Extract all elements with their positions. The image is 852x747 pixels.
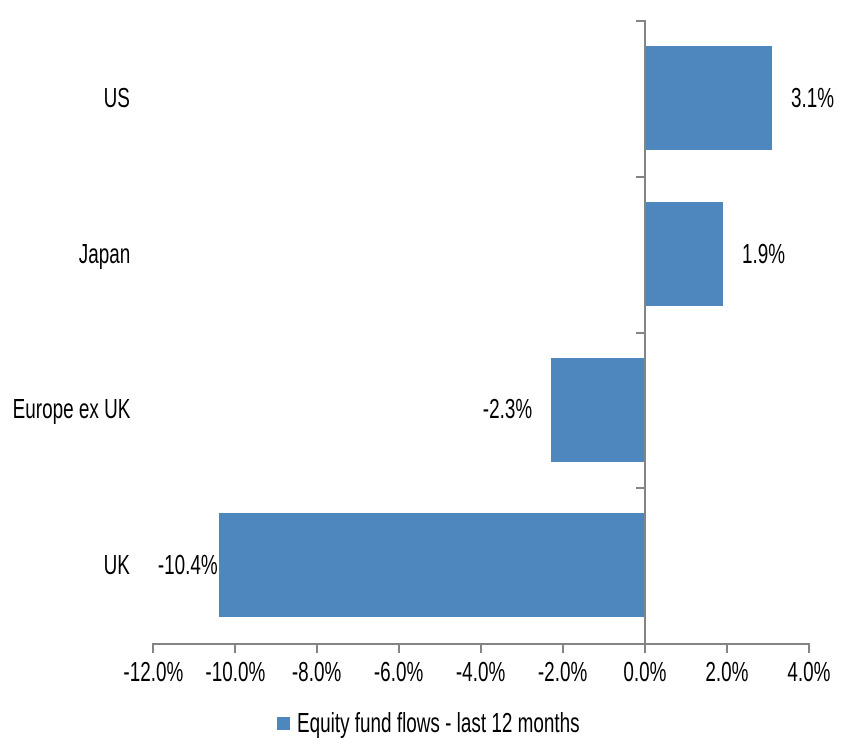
x-tick-label-text: 4.0% bbox=[787, 656, 831, 687]
category-axis-tick bbox=[636, 20, 644, 22]
x-tick-label: -12.0% bbox=[93, 655, 213, 689]
category-label-europe-ex-uk: Europe ex UK bbox=[0, 392, 130, 426]
value-axis-tick bbox=[316, 645, 318, 653]
data-label-japan: 1.9% bbox=[742, 237, 806, 271]
value-axis-tick bbox=[808, 645, 810, 653]
x-tick-label: -10.0% bbox=[175, 655, 295, 689]
x-tick-label-text: -4.0% bbox=[456, 656, 506, 687]
value-axis-tick bbox=[234, 645, 236, 653]
x-tick-label-text: -2.0% bbox=[538, 656, 588, 687]
category-label-japan: Japan bbox=[54, 237, 130, 271]
x-tick-label: -4.0% bbox=[421, 655, 541, 689]
value-axis-tick bbox=[398, 645, 400, 653]
x-tick-label-text: 2.0% bbox=[705, 656, 749, 687]
category-label-text: US bbox=[103, 82, 130, 113]
value-axis-tick bbox=[726, 645, 728, 653]
value-axis-tick bbox=[152, 645, 154, 653]
category-axis-line bbox=[644, 20, 646, 645]
legend-label: Equity fund flows - last 12 months bbox=[297, 706, 716, 740]
bar-uk bbox=[219, 513, 645, 617]
category-axis-tick bbox=[636, 176, 644, 178]
legend-swatch-icon bbox=[277, 717, 290, 730]
x-tick-label: -2.0% bbox=[503, 655, 623, 689]
category-label-text: UK bbox=[103, 549, 130, 580]
x-tick-label-text: -12.0% bbox=[123, 656, 183, 687]
legend-label-text: Equity fund flows - last 12 months bbox=[297, 707, 580, 738]
x-tick-label-text: -6.0% bbox=[374, 656, 424, 687]
category-axis-tick bbox=[636, 332, 644, 334]
x-tick-label: 4.0% bbox=[749, 655, 852, 689]
data-label-text: 1.9% bbox=[742, 238, 786, 269]
data-label-text: -10.4% bbox=[158, 549, 218, 580]
x-tick-label: -8.0% bbox=[257, 655, 377, 689]
data-label-us: 3.1% bbox=[791, 81, 852, 115]
x-tick-label-text: -10.0% bbox=[205, 656, 265, 687]
data-label-europe-ex-uk: -2.3% bbox=[459, 392, 532, 426]
bar-us bbox=[645, 46, 772, 150]
x-tick-label-text: -8.0% bbox=[292, 656, 342, 687]
category-label-text: Japan bbox=[78, 238, 130, 269]
x-tick-label-text: 0.0% bbox=[623, 656, 667, 687]
value-axis-line bbox=[152, 643, 810, 645]
data-label-uk: -10.4% bbox=[129, 548, 218, 582]
category-axis-tick bbox=[636, 487, 644, 489]
category-label-text: Europe ex UK bbox=[12, 393, 130, 424]
x-tick-label: 0.0% bbox=[585, 655, 705, 689]
value-axis-tick bbox=[644, 645, 646, 653]
value-axis-tick bbox=[562, 645, 564, 653]
data-label-text: -2.3% bbox=[482, 393, 532, 424]
bar-japan bbox=[645, 202, 723, 306]
category-label-us: US bbox=[91, 81, 130, 115]
bar-europe-ex-uk bbox=[551, 358, 645, 462]
x-tick-label: -6.0% bbox=[339, 655, 459, 689]
data-label-text: 3.1% bbox=[791, 82, 835, 113]
value-axis-tick bbox=[480, 645, 482, 653]
x-tick-label: 2.0% bbox=[667, 655, 787, 689]
category-label-uk: UK bbox=[91, 548, 130, 582]
